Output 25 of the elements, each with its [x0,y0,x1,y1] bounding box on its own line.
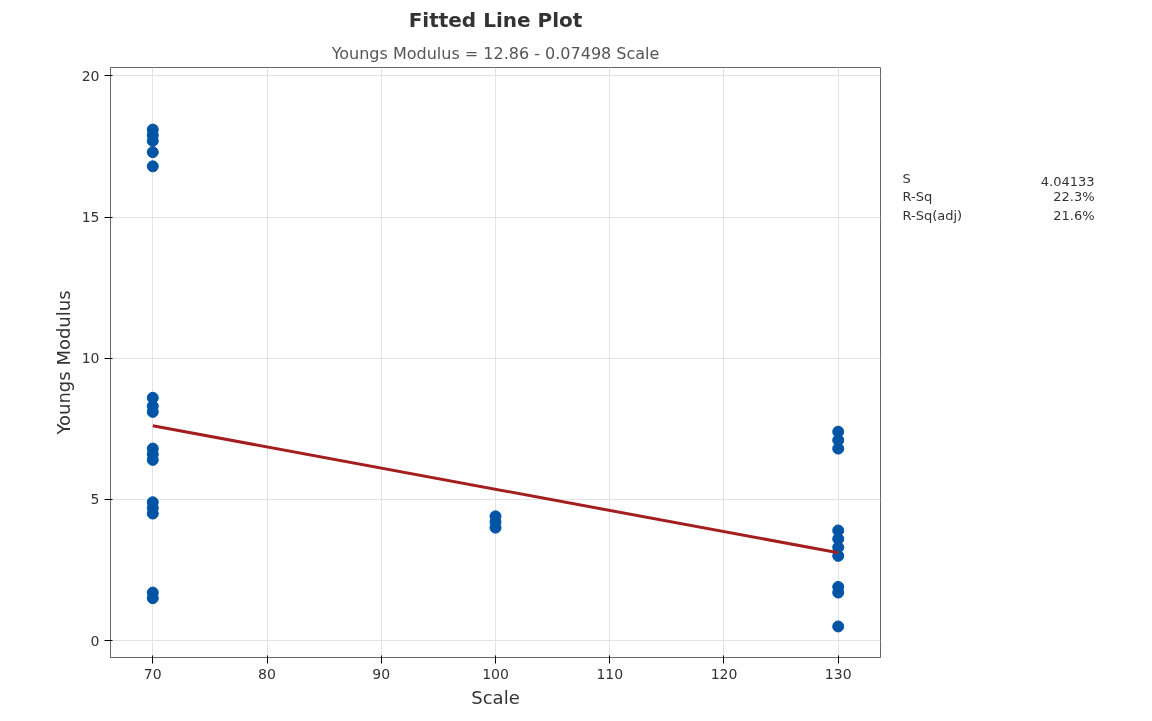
y-tick-label: 5 [90,491,100,508]
text: 21.6% [1053,208,1095,224]
x-axis-title: Scale [471,686,520,708]
x-tick-label: 120 [710,665,738,682]
y-tick-label: 0 [90,632,100,649]
point [146,146,159,159]
chart-title: Fitted Line Plot [408,7,583,32]
x-tick-label: 110 [596,665,624,682]
y-tick-label: 10 [81,350,100,367]
text: S [902,170,911,186]
point [832,620,845,633]
text: R-Sq(adj) [902,208,963,224]
x-tick-label: 70 [143,665,162,682]
y-tick-label: 15 [81,209,100,226]
x-tick-label: 80 [258,665,276,682]
y-axis-title: Youngs Modulus [52,290,74,436]
chart-subtitle: Youngs Modulus = 12.86 - 0.07498 Scale [330,43,660,63]
text: 4.04133 [1040,173,1095,189]
point [146,160,159,173]
y-tick-label: 20 [81,67,100,84]
x-tick-label: 130 [824,665,852,682]
x-tick-label: 90 [372,665,391,682]
text: 22.3% [1053,189,1095,205]
text: R-Sq [902,189,933,205]
x-tick-label: 100 [482,665,509,682]
